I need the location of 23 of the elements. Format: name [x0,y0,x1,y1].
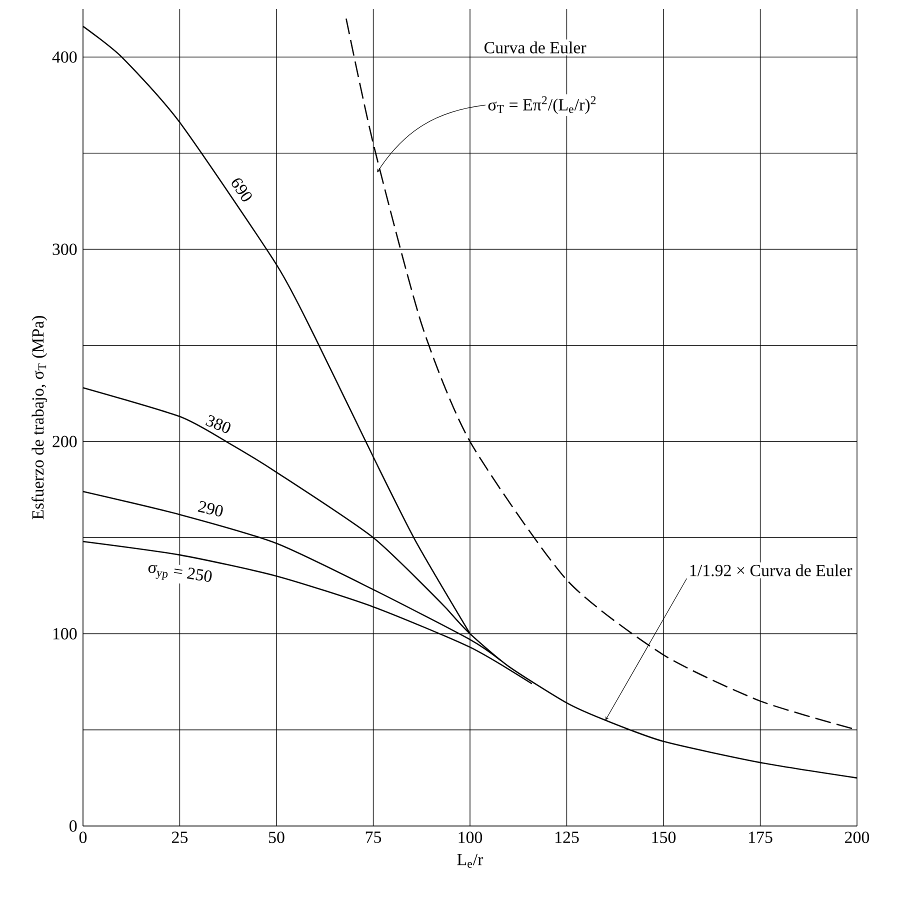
text: σ$_{yp}$ = 250 [148,564,212,582]
annotation: 1/1.92 × Curva de Euler [690,564,852,576]
x-tick-label: 50 [269,832,284,844]
y-tick-label: 300 [52,244,77,256]
x-tick-label: 100 [458,832,482,844]
x-tick-label: 75 [366,832,382,843]
x-tick-label: 25 [172,832,188,844]
text: 290 [198,501,223,516]
y-axis-title: Esfuerzo de trabajo, σ$_{T}$ (MPa) [32,316,48,520]
y-tick-label: 0 [70,820,77,832]
y-tick-label: 200 [52,436,77,448]
x-tick-label: 175 [749,832,772,843]
x-tick-label: 150 [652,832,676,844]
annotation: Curva de Euler [484,41,586,54]
text: 380 [206,414,230,433]
x-tick-label: 0 [79,832,87,844]
y-tick-label: 100 [53,628,77,640]
annotation: σ$_{T}$ = Eπ$^{2}$/(L$_{e}$/r)$^{2}$ [488,96,596,114]
text: 690 [232,178,252,202]
x-axis-title: L$_{e}$/r [457,854,484,868]
x-tick-label: 200 [845,832,870,844]
y-tick-label: 400 [52,51,77,63]
x-tick-label: 125 [556,832,579,844]
